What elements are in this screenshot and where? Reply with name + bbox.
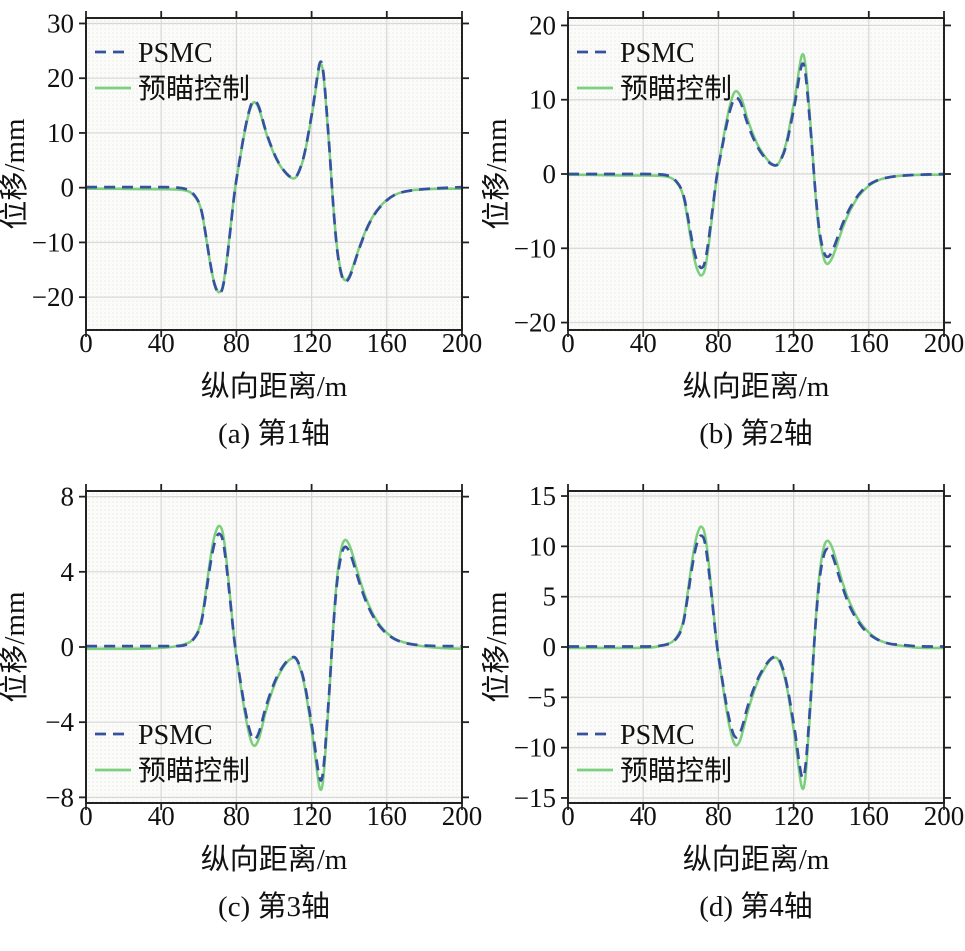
curves [86, 60, 462, 295]
plot-area [86, 18, 462, 330]
legend: PSMC 预瞄控制 [577, 38, 732, 105]
y-tick-label: 0 [61, 173, 75, 203]
x-tick-label: 0 [561, 801, 575, 831]
y-tick-label: −10 [514, 233, 556, 263]
y-tick-label: 8 [61, 482, 75, 512]
axes-box [85, 17, 463, 331]
chart-axle-4: 0 40 80 120 160 200 −15 −10 −5 0 5 10 15 纵向距离/m 位移/mm (… [480, 481, 964, 923]
tick-labels: 0 40 80 120 160 200 −8 −4 0 4 8 [45, 482, 482, 831]
y-axis-label: 位移/mm [0, 591, 31, 703]
curves [86, 524, 462, 792]
curves [568, 525, 944, 791]
y-tick-label: −20 [514, 308, 556, 338]
x-tick-label: 40 [148, 328, 175, 358]
x-tick-label: 200 [924, 328, 964, 358]
x-tick-label: 0 [79, 801, 93, 831]
y-tick-label: 20 [529, 10, 556, 40]
y-tick-label: 0 [61, 632, 75, 662]
legend-preview-label: 预瞄控制 [620, 73, 732, 105]
x-tick-label: 80 [705, 328, 732, 358]
tick-labels: 0 40 80 120 160 200 −20 −10 0 10 20 30 [32, 8, 482, 358]
y-tick-label: −15 [514, 783, 556, 813]
y-tick-label: 10 [529, 85, 556, 115]
legend-psmc-label: PSMC [138, 720, 213, 751]
subplot-caption: (a) 第1轴 [218, 417, 330, 450]
y-tick-label: −8 [45, 782, 74, 812]
tick-marks [79, 11, 469, 337]
y-tick-label: 10 [529, 531, 556, 561]
x-tick-label: 120 [773, 801, 814, 831]
y-tick-label: 10 [47, 118, 74, 148]
subplot-caption: (b) 第2轴 [699, 417, 813, 450]
x-axis-label: 纵向距离/m [201, 370, 348, 403]
x-tick-label: 160 [367, 801, 408, 831]
y-tick-label: 0 [543, 159, 557, 189]
x-tick-label: 0 [79, 328, 93, 358]
x-tick-label: 160 [367, 328, 408, 358]
tick-marks [561, 11, 951, 337]
legend-psmc-label: PSMC [138, 38, 213, 69]
chart-axle-3: 0 40 80 120 160 200 −8 −4 0 4 8 纵向距离/m 位移/mm (c) 第3轴 P… [0, 482, 482, 923]
y-tick-label: −20 [32, 282, 74, 312]
x-axis-label: 纵向距离/m [683, 843, 830, 876]
y-tick-label: 30 [47, 8, 74, 38]
tick-labels: 0 40 80 120 160 200 −20 −10 0 10 20 [514, 10, 964, 358]
legend: PSMC 预瞄控制 [577, 720, 732, 787]
x-tick-label: 40 [148, 801, 175, 831]
x-axis-label: 纵向距离/m [683, 370, 830, 403]
curves [568, 52, 944, 277]
x-tick-label: 200 [442, 801, 482, 831]
x-tick-label: 160 [849, 801, 890, 831]
legend-psmc-label: PSMC [620, 720, 695, 751]
subplot-caption: (c) 第3轴 [218, 890, 330, 923]
y-tick-label: 5 [543, 582, 557, 612]
x-tick-label: 200 [924, 801, 964, 831]
psmc-curve [86, 60, 462, 295]
y-tick-label: 20 [47, 63, 74, 93]
legend-psmc-label: PSMC [620, 38, 695, 69]
y-tick-label: −10 [32, 227, 74, 257]
tick-marks [561, 484, 951, 810]
y-tick-label: 15 [529, 481, 556, 511]
y-tick-label: 4 [61, 557, 75, 587]
psmc-curve [568, 534, 944, 780]
chart-panel-b: 0 40 80 120 160 200 −20 −10 0 10 20 纵向距离/m 位移/mm (b) … [480, 0, 965, 473]
chart-panel-d: 0 40 80 120 160 200 −15 −10 −5 0 5 10 15 纵向距离/m 位移/mm (… [480, 473, 965, 946]
chart-axle-1: 0 40 80 120 160 200 −20 −10 0 10 20 30 纵向距离/m 位移/mm (a… [0, 8, 482, 450]
psmc-curve [568, 62, 944, 270]
x-tick-label: 120 [291, 328, 332, 358]
y-axis-label: 位移/mm [482, 591, 513, 703]
y-axis-label: 位移/mm [482, 118, 513, 230]
chart-panel-a: 0 40 80 120 160 200 −20 −10 0 10 20 30 纵向距离/m 位移/mm (a… [0, 0, 482, 473]
gridlines [567, 491, 945, 803]
legend: PSMC 预瞄控制 [95, 38, 250, 105]
y-tick-label: 0 [543, 632, 557, 662]
x-tick-label: 0 [561, 328, 575, 358]
legend-preview-label: 预瞄控制 [138, 755, 250, 787]
y-tick-label: −10 [514, 733, 556, 763]
tick-labels: 0 40 80 120 160 200 −15 −10 −5 0 5 10 15 [514, 481, 964, 831]
y-tick-label: −4 [45, 707, 74, 737]
psmc-curve [86, 532, 462, 782]
chart-panel-c: 0 40 80 120 160 200 −8 −4 0 4 8 纵向距离/m 位移/mm (c) 第3轴 P… [0, 473, 482, 946]
x-tick-label: 80 [223, 328, 250, 358]
x-tick-label: 200 [442, 328, 482, 358]
x-axis-label: 纵向距离/m [201, 843, 348, 876]
x-tick-label: 120 [291, 801, 332, 831]
y-axis-label: 位移/mm [0, 118, 31, 230]
chart-axle-2: 0 40 80 120 160 200 −20 −10 0 10 20 纵向距离/m 位移/mm (b) … [480, 10, 964, 450]
subplot-caption: (d) 第4轴 [699, 890, 813, 923]
legend-preview-label: 预瞄控制 [620, 755, 732, 787]
legend-preview-label: 预瞄控制 [138, 73, 250, 105]
y-tick-label: −5 [527, 682, 556, 712]
x-tick-label: 80 [223, 801, 250, 831]
x-tick-label: 40 [630, 801, 657, 831]
x-tick-label: 120 [773, 328, 814, 358]
legend: PSMC 预瞄控制 [95, 720, 250, 787]
x-tick-label: 80 [705, 801, 732, 831]
x-tick-label: 160 [849, 328, 890, 358]
x-tick-label: 40 [630, 328, 657, 358]
tick-marks [79, 484, 469, 810]
